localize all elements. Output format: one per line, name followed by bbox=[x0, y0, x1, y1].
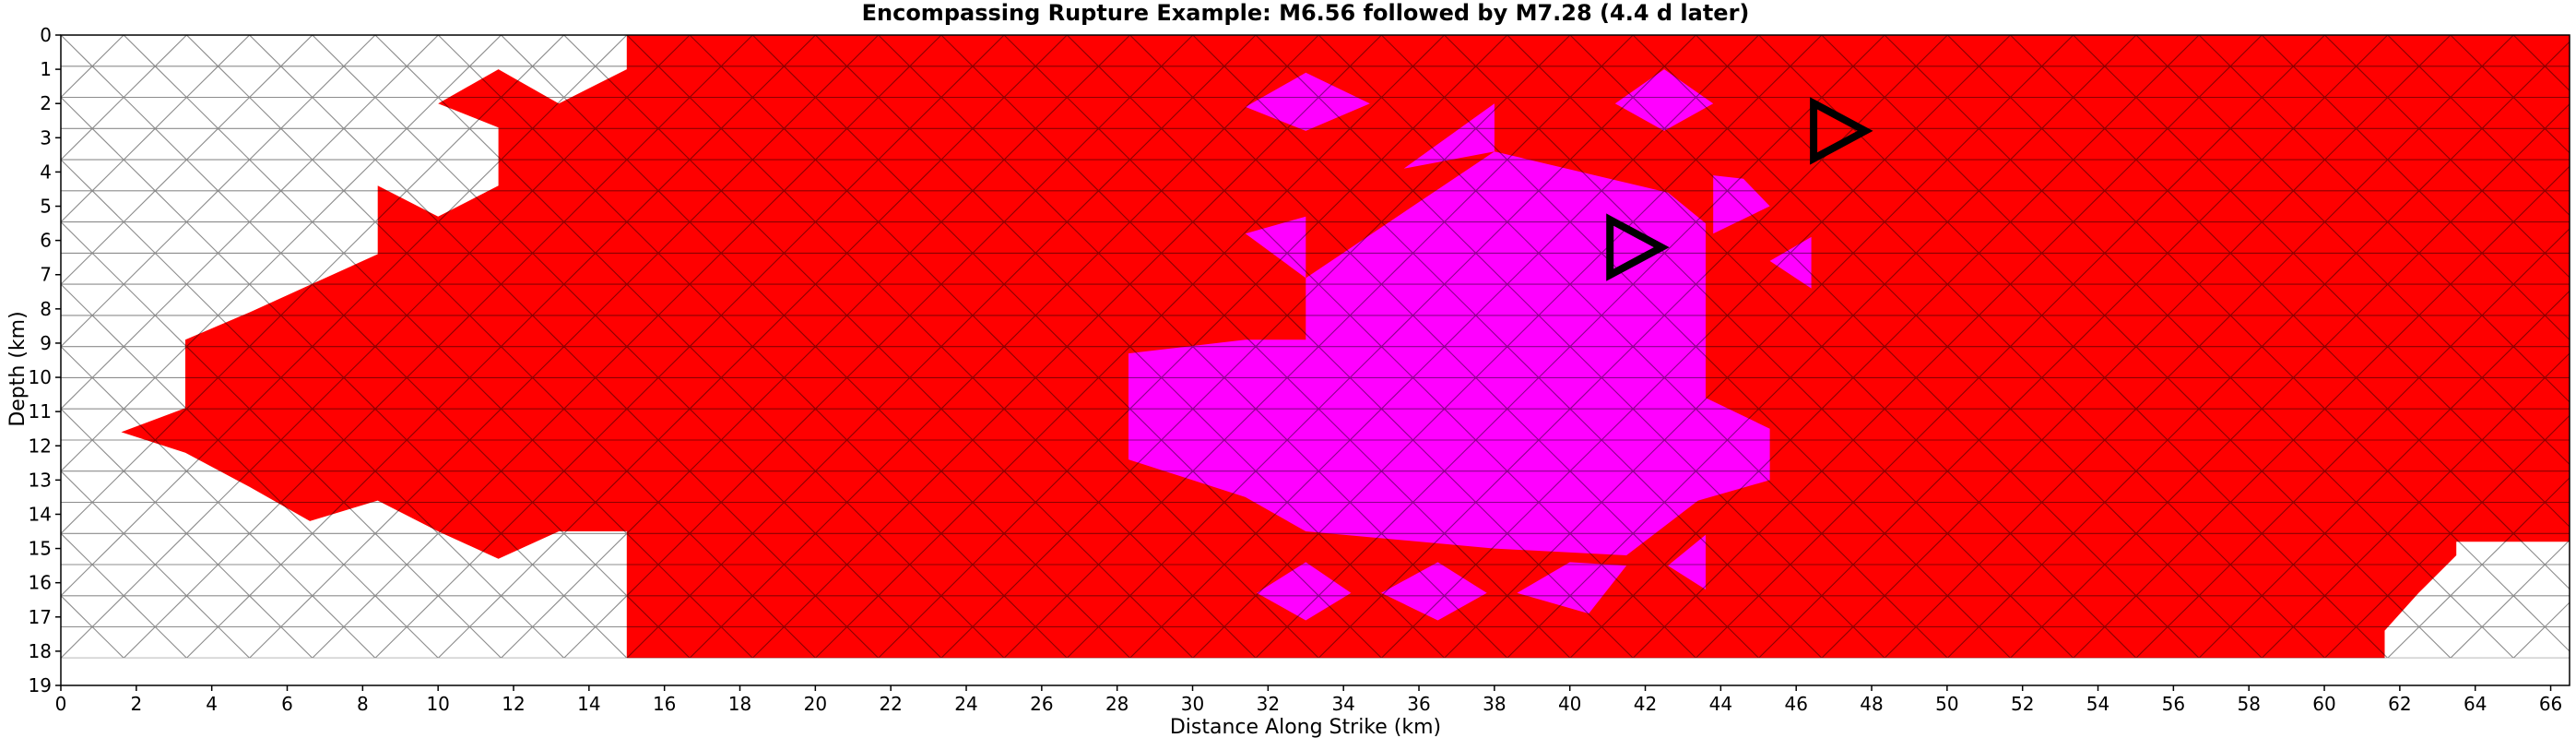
x-tick-label: 32 bbox=[1257, 693, 1280, 715]
y-tick-label: 18 bbox=[29, 640, 52, 662]
chart-title: Encompassing Rupture Example: M6.56 foll… bbox=[862, 0, 1750, 26]
magenta-overlap-region-5 bbox=[1713, 175, 1770, 234]
x-axis: 0 2 4 6 8 10 12 14 16 18 20 22 24 26 28 30 32 34 36 38 40 42 4… bbox=[55, 685, 2562, 715]
x-tick-label: 4 bbox=[206, 693, 218, 715]
magenta-overlap-region-2 bbox=[1403, 103, 1495, 169]
y-tick-label: 4 bbox=[40, 161, 52, 183]
magenta-overlap-region-7 bbox=[1668, 534, 1706, 590]
x-tick-label: 40 bbox=[1558, 693, 1581, 715]
y-tick-label: 6 bbox=[40, 230, 52, 252]
magenta-overlap-region-1 bbox=[1245, 216, 1306, 279]
x-tick-label: 8 bbox=[357, 693, 369, 715]
y-tick-label: 17 bbox=[29, 606, 52, 628]
y-tick-label: 2 bbox=[40, 92, 52, 114]
y-tick-label: 13 bbox=[29, 469, 52, 491]
y-tick-label: 12 bbox=[29, 434, 52, 457]
y-tick-label: 15 bbox=[29, 538, 52, 560]
x-tick-label: 42 bbox=[1634, 693, 1657, 715]
x-tick-label: 46 bbox=[1784, 693, 1807, 715]
hypocenter-marker-0 bbox=[1606, 213, 1670, 281]
magenta-overlap-region-9 bbox=[1381, 562, 1487, 621]
x-tick-label: 64 bbox=[2464, 693, 2487, 715]
hypocenter-markers bbox=[1606, 97, 1873, 281]
x-tick-label: 38 bbox=[1483, 693, 1506, 715]
y-tick-label: 7 bbox=[40, 264, 52, 286]
y-tick-label: 14 bbox=[29, 503, 52, 525]
hypocenter-marker-1 bbox=[1810, 97, 1873, 165]
x-tick-label: 60 bbox=[2312, 693, 2335, 715]
x-tick-label: 50 bbox=[1935, 693, 1958, 715]
triangular-mesh bbox=[61, 35, 2570, 659]
magenta-overlap-region-4 bbox=[1614, 69, 1714, 131]
x-tick-label: 52 bbox=[2011, 693, 2034, 715]
x-tick-label: 2 bbox=[130, 693, 142, 715]
x-tick-label: 22 bbox=[879, 693, 902, 715]
magenta-overlap-region-10 bbox=[1517, 562, 1627, 614]
y-tick-label: 1 bbox=[40, 58, 52, 80]
y-axis-label: Depth (km) bbox=[6, 311, 30, 426]
x-tick-label: 18 bbox=[728, 693, 751, 715]
y-tick-label: 19 bbox=[29, 674, 52, 696]
y-tick-label: 9 bbox=[40, 332, 52, 354]
x-tick-label: 44 bbox=[1709, 693, 1732, 715]
x-tick-label: 20 bbox=[804, 693, 827, 715]
y-tick-label: 8 bbox=[40, 298, 52, 320]
x-tick-label: 56 bbox=[2162, 693, 2185, 715]
y-tick-label: 3 bbox=[40, 126, 52, 149]
mesh-lines bbox=[61, 35, 2570, 659]
x-tick-label: 54 bbox=[2086, 693, 2109, 715]
x-tick-label: 34 bbox=[1331, 693, 1354, 715]
y-tick-label: 16 bbox=[29, 572, 52, 594]
x-tick-label: 36 bbox=[1407, 693, 1430, 715]
x-tick-label: 62 bbox=[2388, 693, 2411, 715]
plot-area bbox=[60, 34, 2570, 686]
x-tick-label: 24 bbox=[954, 693, 977, 715]
x-tick-label: 48 bbox=[1860, 693, 1883, 715]
x-tick-label: 28 bbox=[1105, 693, 1128, 715]
y-tick-label: 0 bbox=[40, 24, 52, 46]
x-tick-label: 66 bbox=[2539, 693, 2562, 715]
x-axis-label: Distance Along Strike (km) bbox=[1170, 716, 1441, 738]
x-tick-label: 14 bbox=[577, 693, 600, 715]
x-tick-label: 6 bbox=[281, 693, 293, 715]
x-tick-label: 30 bbox=[1181, 693, 1204, 715]
y-tick-label: 5 bbox=[40, 196, 52, 218]
y-tick-label: 10 bbox=[29, 366, 52, 388]
x-tick-label: 12 bbox=[502, 693, 525, 715]
magenta-overlap-region-3 bbox=[1245, 72, 1370, 131]
plot-frame bbox=[60, 34, 2570, 686]
magenta-overlap-region-6 bbox=[1769, 236, 1812, 289]
x-tick-label: 26 bbox=[1030, 693, 1053, 715]
x-tick-label: 16 bbox=[653, 693, 676, 715]
magenta-overlap-region-8 bbox=[1257, 562, 1352, 621]
y-tick-label: 11 bbox=[29, 400, 52, 423]
x-tick-label: 0 bbox=[55, 693, 67, 715]
x-tick-label: 10 bbox=[426, 693, 449, 715]
x-tick-label: 58 bbox=[2237, 693, 2260, 715]
